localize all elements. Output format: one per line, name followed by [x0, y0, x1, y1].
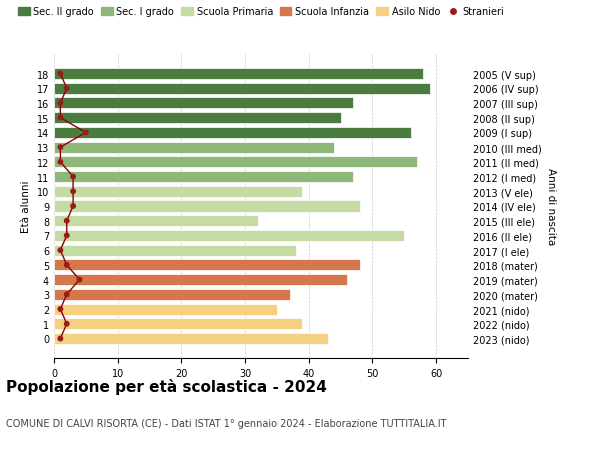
Point: [74, 276, 84, 284]
Bar: [54, 98, 353, 109]
Point: [56, 100, 65, 107]
Point: [62, 218, 71, 225]
Bar: [54, 304, 277, 315]
Point: [56, 115, 65, 122]
Point: [62, 320, 71, 328]
Point: [56, 247, 65, 254]
Point: [56, 335, 65, 342]
Bar: [54, 245, 296, 256]
Bar: [54, 333, 328, 344]
Bar: [54, 230, 404, 241]
Bar: [54, 128, 410, 139]
Bar: [54, 274, 347, 285]
Legend: Sec. II grado, Sec. I grado, Scuola Primaria, Scuola Infanzia, Asilo Nido, Stran: Sec. II grado, Sec. I grado, Scuola Prim…: [16, 6, 506, 19]
Point: [68, 188, 78, 196]
Point: [68, 174, 78, 181]
Point: [56, 159, 65, 166]
Bar: [54, 142, 334, 153]
Bar: [54, 157, 417, 168]
Bar: [54, 216, 258, 227]
Text: COMUNE DI CALVI RISORTA (CE) - Dati ISTAT 1° gennaio 2024 - Elaborazione TUTTITA: COMUNE DI CALVI RISORTA (CE) - Dati ISTA…: [6, 418, 446, 428]
Point: [56, 71, 65, 78]
Point: [68, 203, 78, 210]
Bar: [54, 113, 341, 124]
Point: [62, 291, 71, 298]
Bar: [54, 319, 302, 330]
Bar: [54, 260, 360, 271]
Y-axis label: Anni di nascita: Anni di nascita: [545, 168, 556, 245]
Y-axis label: Età alunni: Età alunni: [21, 180, 31, 233]
Text: Popolazione per età scolastica - 2024: Popolazione per età scolastica - 2024: [6, 379, 327, 395]
Bar: [54, 84, 430, 95]
Bar: [54, 172, 353, 183]
Bar: [54, 186, 302, 197]
Point: [62, 85, 71, 93]
Point: [62, 232, 71, 240]
Bar: [54, 69, 424, 80]
Point: [81, 129, 91, 137]
Point: [62, 262, 71, 269]
Bar: [54, 201, 360, 212]
Bar: [54, 289, 290, 300]
Point: [56, 144, 65, 151]
Point: [56, 306, 65, 313]
